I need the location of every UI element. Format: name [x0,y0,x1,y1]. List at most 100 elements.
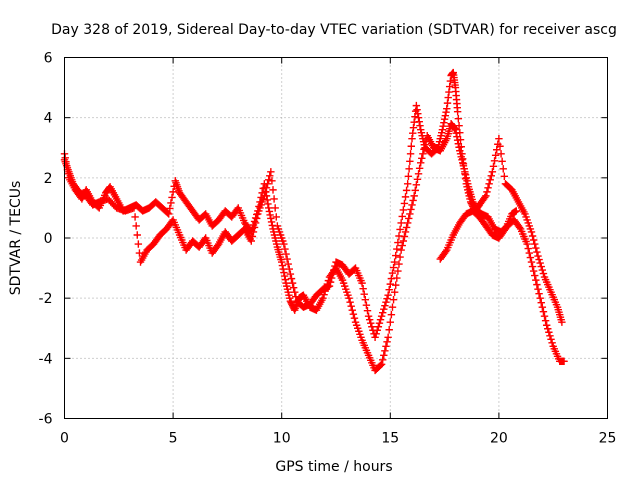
interpolated-marker [532,244,540,252]
interpolated-marker [446,77,455,85]
y-tick-label: -2 [39,291,53,307]
interpolated-marker [537,298,545,307]
interpolated-marker [395,232,403,240]
interpolated-marker [443,99,452,107]
interpolated-marker [387,311,396,319]
interpolated-marker [278,261,287,270]
interpolated-marker [266,172,274,180]
interpolated-marker [283,255,291,263]
interpolated-marker [288,279,297,287]
interpolated-marker [387,274,396,283]
interpolated-marker [485,180,493,188]
interpolated-marker [527,258,536,266]
interpolated-marker [285,265,294,273]
interpolated-marker [524,219,532,227]
x-tick-label: 20 [490,431,508,447]
data-point-marker [495,135,503,143]
interpolated-marker [445,82,454,91]
data-point-marker [130,204,138,212]
interpolated-marker [548,339,556,347]
interpolated-marker [414,113,423,122]
interpolated-marker [342,285,350,293]
interpolated-marker [382,342,390,350]
interpolated-marker [291,288,299,296]
data-point-marker [377,360,386,369]
interpolated-marker [398,212,406,221]
x-tick-label: 0 [60,431,69,447]
interpolated-marker [372,330,380,338]
interpolated-marker [169,188,177,196]
data-point-marker [397,219,405,227]
interpolated-marker [251,219,260,227]
interpolated-marker [383,338,391,346]
interpolated-marker [497,150,505,158]
interpolated-marker [327,274,336,282]
interpolated-marker [264,176,273,184]
data-point-marker [286,270,295,278]
data-point-marker [390,288,399,296]
data-series [60,68,568,375]
interpolated-marker [406,157,414,165]
interpolated-marker [361,295,370,304]
interpolated-marker [356,330,364,338]
interpolated-marker [534,285,542,293]
interpolated-marker [462,174,471,182]
interpolated-marker [490,157,499,165]
interpolated-marker [400,199,409,208]
interpolated-marker [461,170,469,178]
interpolated-marker [349,310,358,318]
interpolated-marker [401,228,410,236]
interpolated-marker [386,280,394,288]
interpolated-marker [267,218,276,226]
interpolated-marker [388,303,397,311]
interpolated-marker [442,108,450,116]
data-point-marker [267,168,275,176]
interpolated-marker [292,292,300,301]
interpolated-marker [394,267,402,275]
interpolated-marker [396,253,404,261]
y-tick-label: 4 [44,111,53,127]
data-point-marker [408,135,416,143]
interpolated-marker [320,290,328,299]
interpolated-marker [399,237,408,245]
interpolated-marker [417,129,426,137]
interpolated-marker [259,195,267,203]
interpolated-marker [389,295,398,304]
interpolated-marker [465,192,473,200]
interpolated-marker [440,118,448,127]
interpolated-marker [280,272,289,280]
data-point-marker [453,107,462,116]
data-point-marker [534,252,542,260]
y-tick-label: 6 [44,51,53,67]
interpolated-marker [537,262,545,271]
interpolated-marker [419,150,427,158]
interpolated-marker [269,186,277,194]
interpolated-marker [258,198,266,206]
interpolated-marker [383,294,391,303]
grid-lines [64,57,608,419]
interpolated-marker [524,244,532,253]
interpolated-marker [330,266,338,274]
data-point-marker [527,228,536,236]
interpolated-marker [420,141,429,149]
interpolated-marker [131,213,139,221]
x-axis-label: GPS time / hours [275,459,392,475]
interpolated-marker [456,136,465,144]
interpolated-marker [435,138,444,146]
interpolated-marker [249,228,258,236]
interpolated-marker [464,186,472,194]
interpolated-marker [373,326,381,334]
data-point-marker [403,219,412,227]
interpolated-marker [360,290,368,298]
interpolated-marker [533,248,541,256]
interpolated-marker [339,279,348,287]
interpolated-marker [365,316,374,324]
data-point-marker [558,318,566,326]
interpolated-marker [135,249,144,257]
interpolated-marker [380,305,388,313]
plot-frame [64,57,608,419]
interpolated-marker [535,289,543,298]
interpolated-marker [535,255,543,264]
